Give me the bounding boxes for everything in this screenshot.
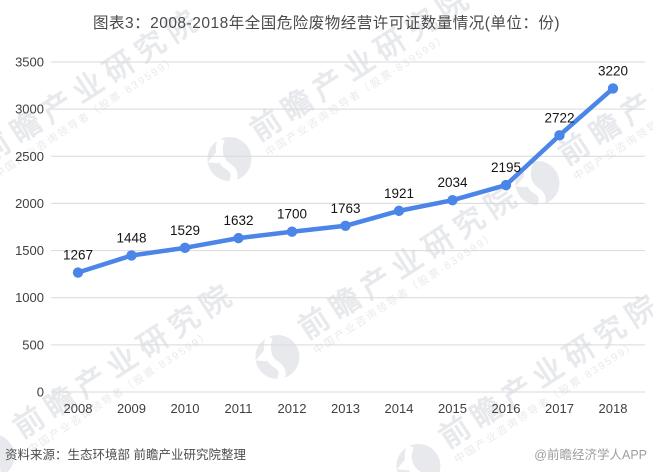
- data-point-marker: [500, 179, 512, 191]
- data-point-label: 2034: [437, 175, 468, 190]
- y-axis-tick-label: 2500: [15, 149, 44, 164]
- y-axis-tick-label: 3000: [15, 102, 44, 117]
- x-axis-label: 2016: [492, 401, 521, 416]
- x-axis-label: 2013: [331, 401, 360, 416]
- data-point-marker: [340, 220, 351, 231]
- data-point-label: 2195: [491, 160, 521, 175]
- data-point-marker: [233, 232, 244, 244]
- x-axis-label: 2014: [385, 401, 414, 416]
- data-point-label: 1632: [223, 213, 253, 228]
- y-axis-tick-label: 500: [22, 337, 44, 352]
- data-point-label: 1448: [116, 230, 146, 245]
- data-point-label: 1700: [277, 207, 307, 222]
- x-axis-label: 2009: [117, 401, 146, 416]
- y-axis-tick-label: 1000: [15, 290, 44, 305]
- data-point-label: 1529: [170, 223, 200, 238]
- x-axis-label: 2010: [171, 401, 200, 416]
- data-point-marker: [126, 250, 137, 261]
- data-point-marker: [447, 195, 458, 206]
- y-axis-tick-label: 0: [37, 385, 44, 400]
- data-point-marker: [393, 205, 405, 217]
- x-axis-label: 2017: [545, 401, 574, 416]
- data-point-label: 1763: [330, 201, 360, 216]
- line-series: [75, 86, 616, 275]
- data-point-label: 3220: [598, 63, 628, 78]
- footer-source: 资料来源：生态环境部 前瞻产业研究院整理: [5, 448, 246, 462]
- x-axis-label: 2011: [225, 401, 253, 416]
- data-point-marker: [554, 130, 565, 141]
- data-point-marker: [286, 226, 298, 237]
- x-axis-label: 2012: [278, 401, 307, 416]
- data-point-label: 1267: [63, 248, 93, 263]
- data-point-label: 2722: [544, 110, 574, 125]
- chart-title: 图表3：2008-2018年全国危险废物经营许可证数量情况(单位：份): [92, 15, 561, 32]
- footer-credit: @前瞻经济学人APP: [534, 448, 647, 462]
- x-axis-label: 2015: [438, 401, 467, 416]
- data-point-marker: [179, 242, 191, 254]
- y-axis-tick-label: 3500: [15, 55, 44, 70]
- y-axis-tick-label: 1500: [15, 243, 44, 258]
- x-axis-label: 2008: [64, 401, 93, 416]
- y-axis-tick-label: 2000: [15, 196, 44, 211]
- data-point-label: 1921: [384, 186, 414, 201]
- data-point-marker: [607, 83, 619, 94]
- data-point-marker: [72, 267, 84, 278]
- x-axis-label: 2018: [599, 401, 628, 416]
